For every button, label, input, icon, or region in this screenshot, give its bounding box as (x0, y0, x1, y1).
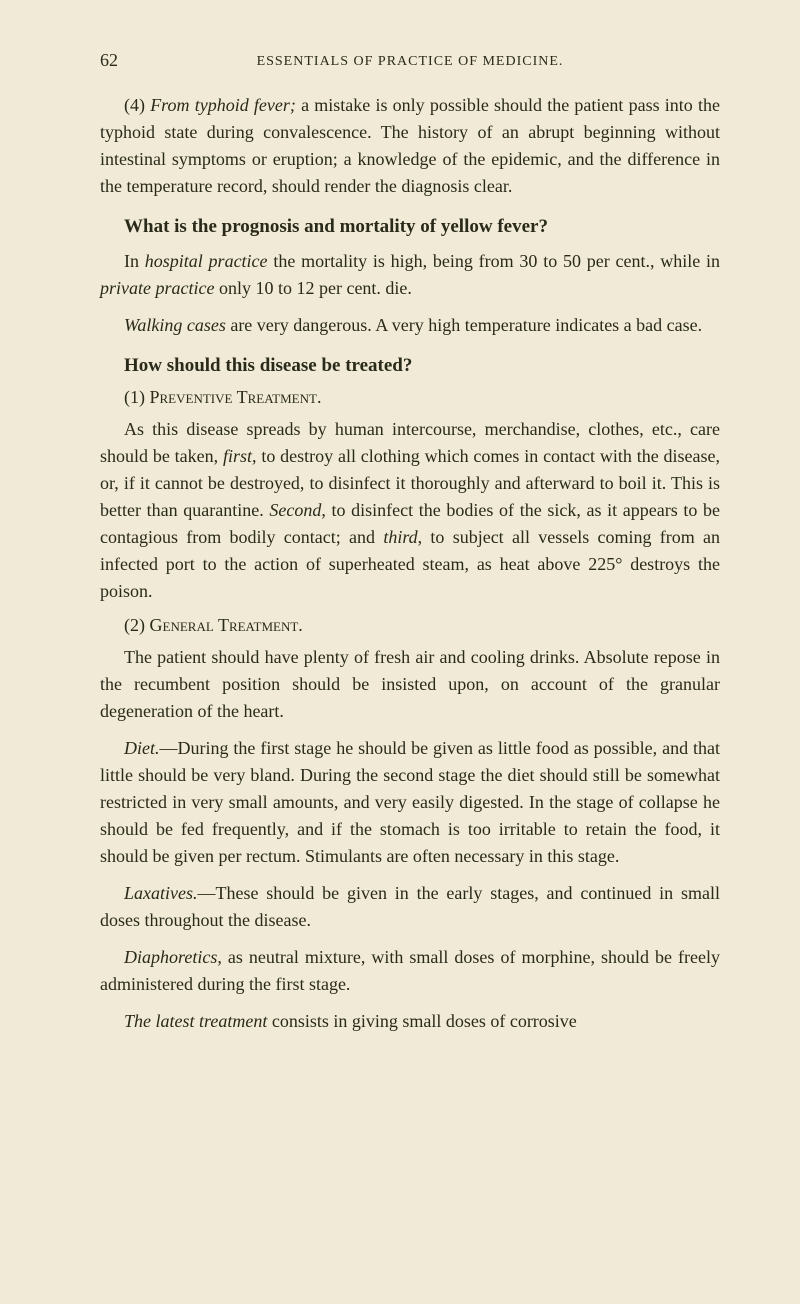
para2-text2: the mortality is high, being from 30 to … (268, 251, 720, 271)
page-header: ESSENTIALS OF PRACTICE OF MEDICINE. (100, 54, 720, 70)
subheading-preventive: (1) Preventive Treatment. (100, 387, 720, 408)
para3-text: are very dangerous. A very high temperat… (226, 315, 702, 335)
para6-italic1: Diet. (124, 738, 160, 758)
paragraph-patient: The patient should have plenty of fresh … (100, 644, 720, 725)
paragraph-latest: The latest treatment consists in giving … (100, 1008, 720, 1035)
para4-italic1: first (223, 446, 252, 466)
para4-italic3: third (383, 527, 417, 547)
sub1-text: Preventive Treatment. (150, 387, 322, 407)
paragraph-typhoid: (4) From typhoid fever; a mistake is onl… (100, 92, 720, 200)
para9-italic1: The latest treatment (124, 1011, 267, 1031)
para1-prefix: (4) (124, 95, 150, 115)
subheading-general: (2) General Treatment. (100, 615, 720, 636)
question-prognosis: What is the prognosis and mortality of y… (100, 216, 720, 238)
paragraph-diaphoretics: Diaphoretics, as neutral mixture, with s… (100, 944, 720, 998)
paragraph-preventive: As this disease spreads by human interco… (100, 416, 720, 605)
para7-italic1: Laxatives. (124, 883, 198, 903)
question-treatment: How should this disease be treated? (100, 355, 720, 377)
para2-italic2: private practice (100, 278, 214, 298)
sub1-prefix: (1) (124, 387, 150, 407)
para6-text: —During the first stage he should be giv… (100, 738, 720, 866)
para2-text1: In (124, 251, 145, 271)
page-number: 62 (100, 50, 118, 71)
para9-text: consists in giving small doses of corros… (267, 1011, 576, 1031)
para3-italic1: Walking cases (124, 315, 226, 335)
para2-text3: only 10 to 12 per cent. die. (214, 278, 411, 298)
sub2-prefix: (2) (124, 615, 150, 635)
sub2-text: General Treatment. (150, 615, 303, 635)
paragraph-walking: Walking cases are very dangerous. A very… (100, 312, 720, 339)
paragraph-laxatives: Laxatives.—These should be given in the … (100, 880, 720, 934)
para4-italic2: Second (269, 500, 321, 520)
para2-italic1: hospital practice (145, 251, 268, 271)
para1-italic1: From typhoid fever; (150, 95, 296, 115)
paragraph-hospital: In hospital practice the mortality is hi… (100, 248, 720, 302)
para8-italic1: Diaphoretics (124, 947, 217, 967)
paragraph-diet: Diet.—During the first stage he should b… (100, 735, 720, 870)
